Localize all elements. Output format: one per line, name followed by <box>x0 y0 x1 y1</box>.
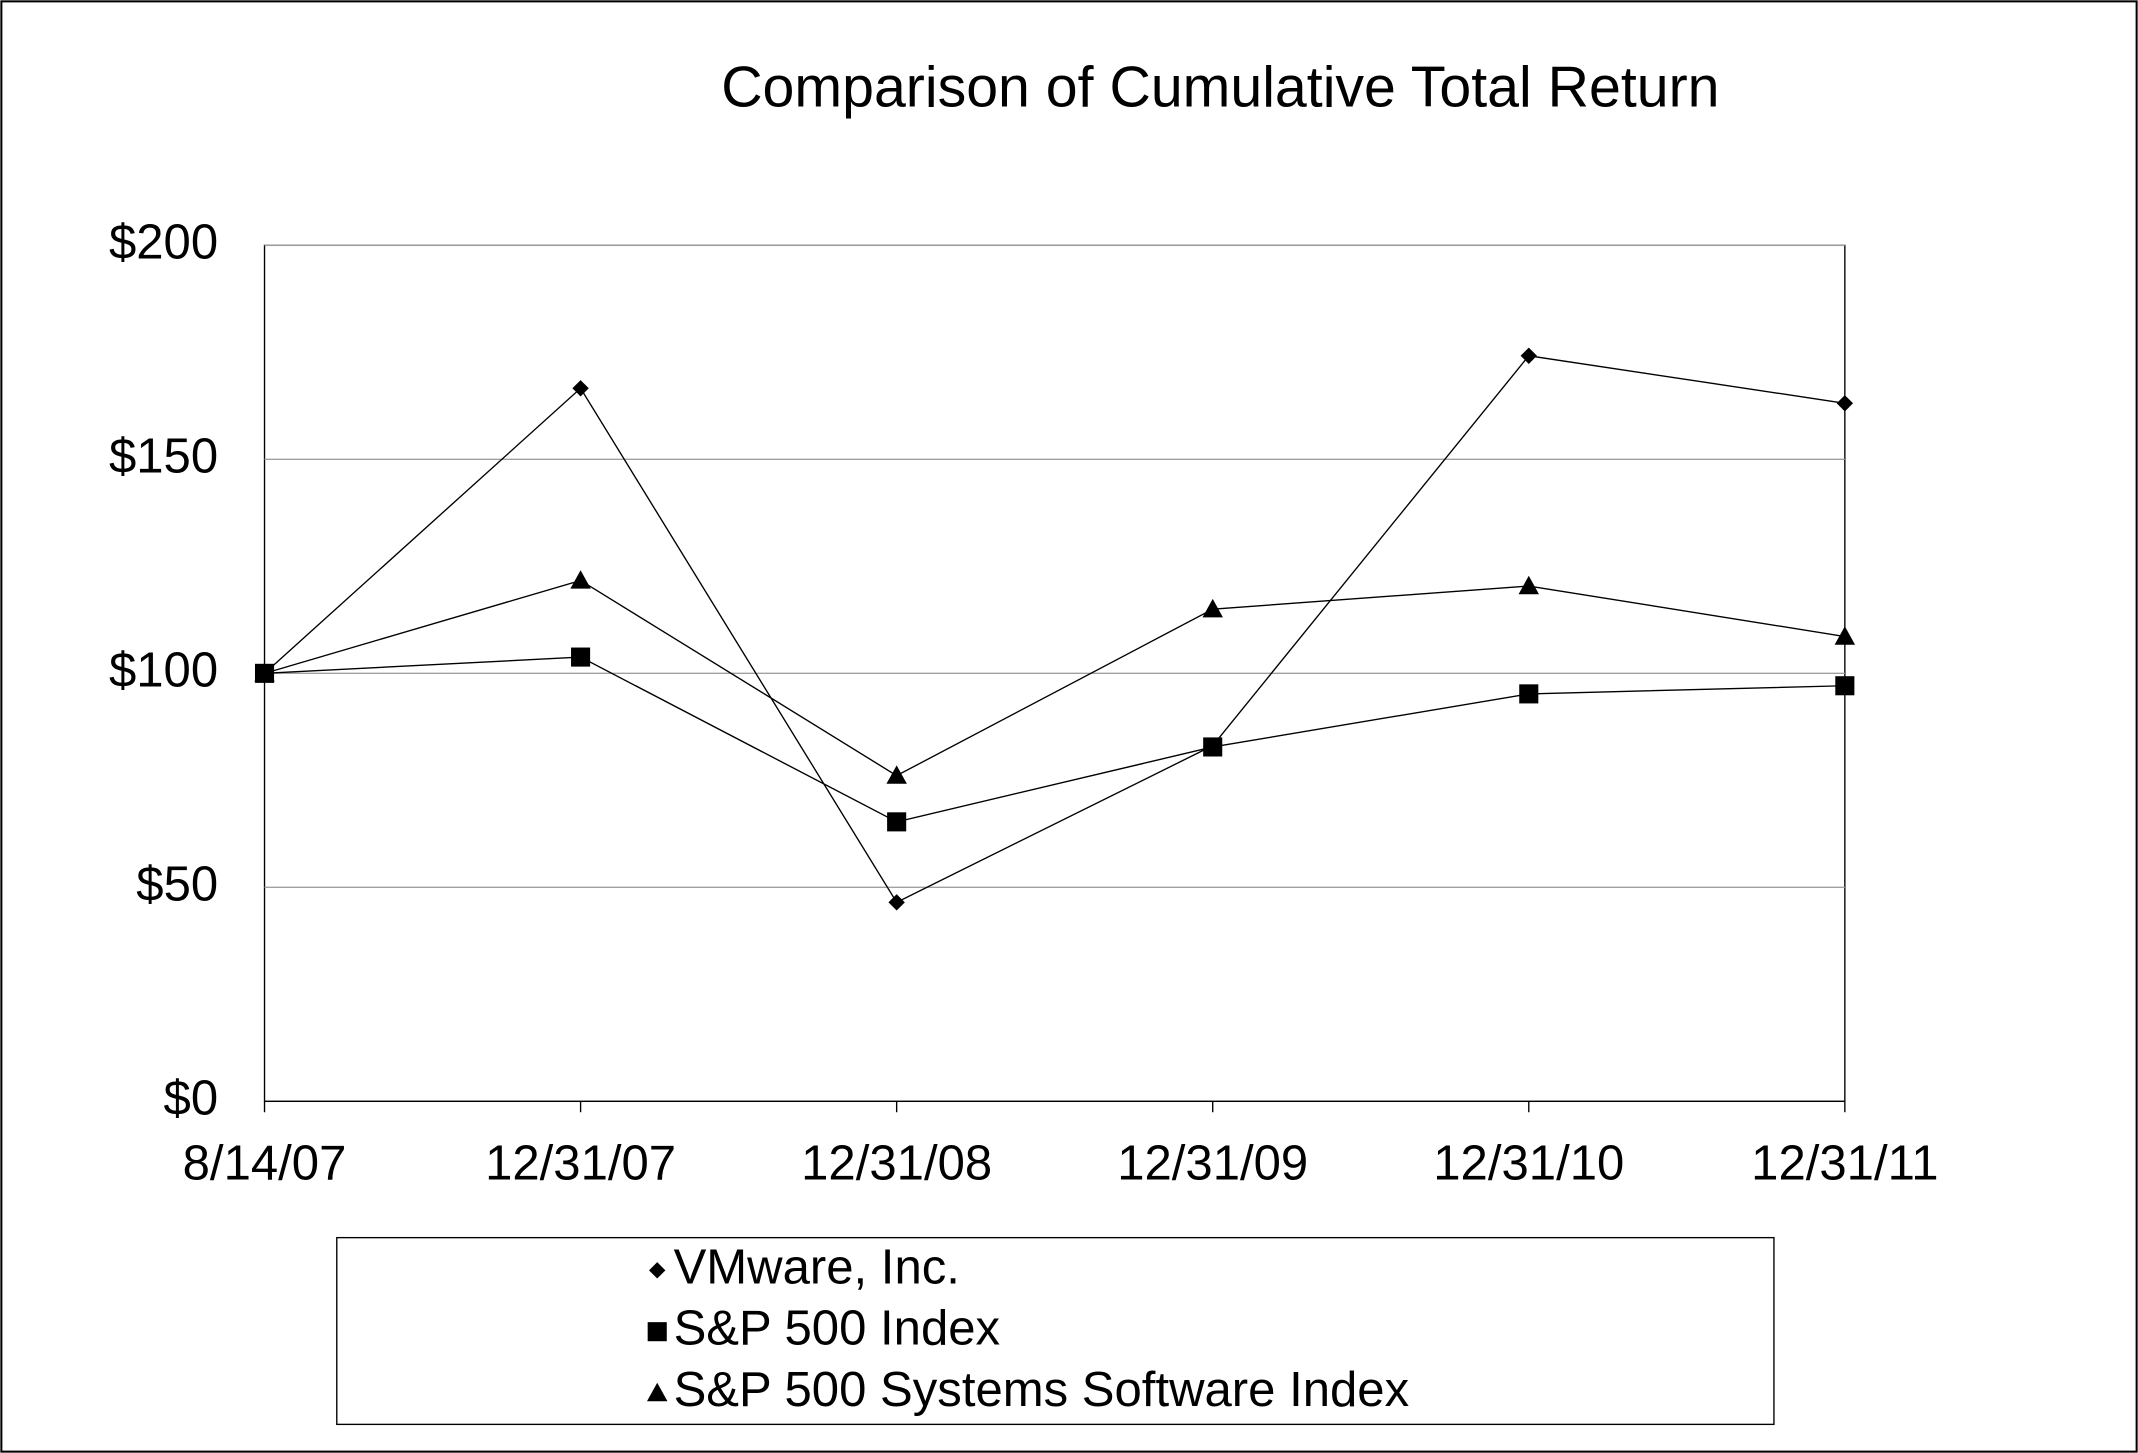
data-point <box>571 647 591 667</box>
data-point <box>572 380 589 397</box>
data-point <box>886 765 907 784</box>
y-tick-label: $100 <box>109 643 218 697</box>
y-tick-label: $50 <box>136 857 218 911</box>
data-point <box>254 663 275 682</box>
data-point <box>1835 676 1855 696</box>
data-point <box>887 812 907 832</box>
x-tick-label: 12/31/08 <box>801 1137 992 1191</box>
data-point <box>1520 347 1537 364</box>
legend-marker <box>646 1382 668 1402</box>
legend-label: S&P 500 Index <box>674 1302 1000 1356</box>
x-tick-label: 12/31/11 <box>1751 1137 1938 1191</box>
y-tick-label: $0 <box>164 1071 219 1125</box>
data-point <box>1518 575 1540 595</box>
legend-box <box>336 1236 1775 1426</box>
y-tick-label: $200 <box>109 215 218 269</box>
legend-label: VMware, Inc. <box>674 1240 960 1294</box>
data-point <box>1202 598 1223 618</box>
series-line <box>264 656 1845 823</box>
chart-title: Comparison of Cumulative Total Return <box>721 55 1719 119</box>
series-line <box>264 579 1845 777</box>
y-tick-label: $150 <box>109 429 218 483</box>
x-tick-label: 12/31/07 <box>485 1137 676 1191</box>
series-line <box>264 355 1845 904</box>
data-point <box>1836 395 1854 412</box>
data-point <box>570 570 591 589</box>
x-tick-label: 8/14/07 <box>183 1137 347 1191</box>
x-tick-label: 12/31/09 <box>1117 1137 1308 1191</box>
legend-label: S&P 500 Systems Software Index <box>674 1363 1410 1417</box>
data-point <box>1519 684 1539 704</box>
data-point <box>1203 737 1223 757</box>
data-point <box>1834 626 1856 645</box>
x-tick-label: 12/31/10 <box>1433 1137 1624 1191</box>
legend-marker <box>647 1322 667 1342</box>
data-point <box>888 894 905 911</box>
